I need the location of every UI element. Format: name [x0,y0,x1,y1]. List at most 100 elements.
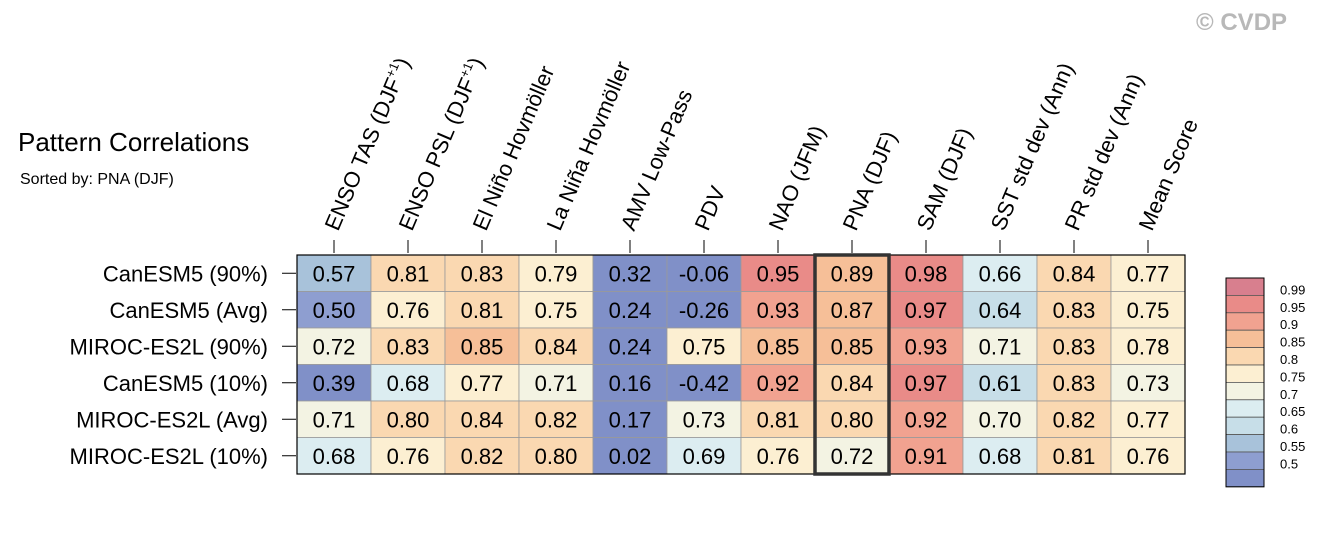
heatmap-cell [740,400,816,438]
cell-value-label: 0.70 [979,407,1022,432]
heatmap-cell [592,254,668,292]
column-label: La Niña Hovmöller [542,58,636,234]
cell-value-label: 0.85 [461,334,504,359]
cell-value-label: 0.87 [831,298,874,323]
row-label: CanESM5 (Avg) [109,298,268,323]
heatmap-cell [888,327,964,365]
heatmap-cell [592,364,668,402]
colorbar-segment [1225,468,1265,488]
heatmap-cell [740,327,816,365]
cell-value-label: 0.82 [461,444,504,469]
colorbar-segment [1225,451,1265,470]
heatmap-cell [296,437,372,475]
cell-value-label: 0.79 [535,261,578,286]
heatmap-cell [1036,400,1112,438]
column-label: PDV [690,182,731,234]
heatmap-cell [962,254,1038,292]
cell-value-label: 0.75 [535,298,578,323]
cell-value-label: 0.85 [831,334,874,359]
heatmap-cell [370,327,446,365]
row-label: MIROC-ES2L (Avg) [76,407,268,432]
colorbar-segment [1225,347,1265,366]
row-label: MIROC-ES2L (90%) [70,334,268,359]
cell-value-label: 0.82 [1053,407,1096,432]
cell-value-label: 0.78 [1127,334,1170,359]
colorbar-tick-label: 0.55 [1280,439,1305,454]
cell-value-label: 0.72 [831,444,874,469]
heatmap-cell [444,400,520,438]
cell-value-label: 0.64 [979,298,1022,323]
cell-value-label: 0.71 [535,371,578,396]
heatmap-cell [962,364,1038,402]
cell-value-label: 0.68 [313,444,356,469]
cell-value-label: 0.76 [387,298,430,323]
heatmap-cell [518,327,594,365]
cell-value-label: 0.89 [831,261,874,286]
heatmap-cell [518,437,594,475]
heatmap-cells: 0.57 0.81 0.83 0.79 0.32 -0.06 0.95 0.89 0.98 0.6… [296,253,1186,476]
cell-value-label: 0.98 [905,261,948,286]
cell-value-label: 0.76 [757,444,800,469]
row-label: CanESM5 (90%) [103,261,268,286]
cell-value-label: 0.39 [313,371,356,396]
cell-value-label: 0.77 [461,371,504,396]
cell-value-label: 0.83 [1053,371,1096,396]
cell-value-label: 0.16 [609,371,652,396]
heatmap-cell [666,364,742,402]
heatmap-cell [740,291,816,329]
cell-value-label: 0.57 [313,261,356,286]
cell-value-label: 0.92 [757,371,800,396]
heatmap-cell [666,437,742,475]
cell-value-label: 0.93 [905,334,948,359]
colorbar-border [1225,277,1265,488]
cell-value-label: 0.71 [979,334,1022,359]
cell-value-label: -0.42 [679,371,729,396]
colorbar-legend: 0.99 0.95 0.9 0.85 0.8 0.75 0.7 0.65 0.6 0.55 0.5 [1225,277,1305,488]
colorbar-tick-label: 0.5 [1280,456,1298,471]
cell-value-label: 0.02 [609,444,652,469]
column-label: El Niño Hovmöller [468,62,560,234]
row-labels: CanESM5 (90%) CanESM5 (Avg) MIROC-ES2L (90… [70,261,296,469]
colorbar-tick-label: 0.85 [1280,335,1305,350]
cell-value-label: 0.92 [905,407,948,432]
colorbar-segment [1225,434,1265,453]
cell-value-label: -0.26 [679,298,729,323]
cell-value-label: 0.80 [831,407,874,432]
heatmap-cell [962,437,1038,475]
cell-value-label: 0.68 [387,371,430,396]
cell-value-label: 0.81 [461,298,504,323]
heatmap-cell [296,327,372,365]
cell-value-label: 0.82 [535,407,578,432]
cell-value-label: 0.17 [609,407,652,432]
cell-value-label: 0.61 [979,371,1022,396]
heatmap-cell [1036,364,1112,402]
colorbar-tick-label: 0.9 [1280,317,1298,332]
cell-value-label: 0.73 [683,407,726,432]
heatmap-cell [962,291,1038,329]
cell-value-label: 0.97 [905,298,948,323]
heatmap-cell [1110,254,1186,292]
colorbar-segment [1225,329,1265,349]
cell-value-label: 0.75 [683,334,726,359]
colorbar-tick-label: 0.99 [1280,282,1305,297]
cell-value-label: 0.73 [1127,371,1170,396]
column-label: PNA (DJF) [838,127,902,234]
cell-value-label: 0.24 [609,298,652,323]
cell-value-label: 0.81 [1053,444,1096,469]
cell-value-label: 0.24 [609,334,652,359]
colorbar-segment [1225,277,1265,296]
heatmap-cell [1110,437,1186,475]
cell-value-label: 0.91 [905,444,948,469]
column-label: SST std dev (Ann) [986,59,1079,234]
column-label: NAO (JFM) [764,122,830,234]
cell-value-label: 0.68 [979,444,1022,469]
chart-subtitle: Sorted by: PNA (DJF) [20,171,174,188]
cell-value-label: 0.76 [387,444,430,469]
heatmap-cell [1110,327,1186,365]
chart-title: Pattern Correlations [18,127,250,157]
cell-value-label: 0.83 [1053,298,1096,323]
heatmap-cell [888,437,964,475]
row-label: MIROC-ES2L (10%) [70,444,268,469]
heatmap-cell [1110,364,1186,402]
